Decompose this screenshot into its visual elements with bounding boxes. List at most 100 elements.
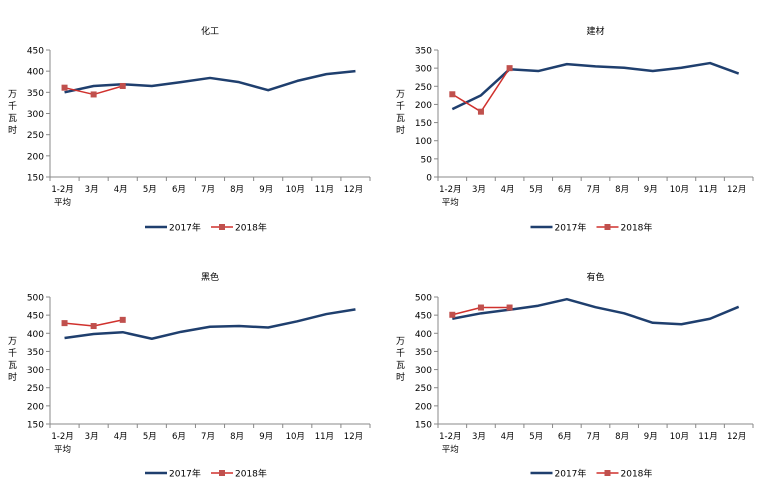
x-tick-label: 6月 bbox=[558, 432, 572, 442]
legend-marker-2018 bbox=[604, 224, 611, 230]
x-tick-label: 11月 bbox=[315, 432, 334, 442]
x-tick-label: 10月 bbox=[286, 185, 305, 195]
x-tick-label-line: 1-2月 bbox=[51, 432, 73, 442]
x-tick-label: 10月 bbox=[670, 432, 689, 442]
y-tick-label: 350 bbox=[27, 348, 44, 358]
x-tick-label: 9月 bbox=[259, 185, 273, 195]
y-tick-label: 300 bbox=[27, 366, 44, 376]
x-tick-label: 12月 bbox=[727, 185, 746, 195]
x-tick-label: 5月 bbox=[529, 432, 543, 442]
x-tick-label-line: 7月 bbox=[201, 432, 215, 442]
x-tick-label: 12月 bbox=[344, 432, 363, 442]
x-tick-label-line: 6月 bbox=[558, 185, 572, 195]
x-tick-label: 5月 bbox=[529, 185, 543, 195]
legend-label: 2018年 bbox=[235, 468, 267, 480]
x-tick-label-line: 10月 bbox=[286, 185, 305, 195]
x-tick-label: 9月 bbox=[644, 432, 658, 442]
x-tick-label: 8月 bbox=[230, 432, 244, 442]
x-tick-label-line: 8月 bbox=[230, 185, 244, 195]
y-tick-label: 450 bbox=[415, 312, 432, 322]
data-point bbox=[61, 320, 68, 327]
x-tick-label: 12月 bbox=[344, 185, 363, 195]
data-point bbox=[506, 304, 513, 311]
y-tick-label: 350 bbox=[27, 89, 44, 99]
legend: 2017年 2018年 bbox=[530, 468, 653, 480]
data-point bbox=[449, 91, 456, 98]
y-tick-label: 200 bbox=[415, 402, 432, 412]
y-tick-label: 250 bbox=[415, 83, 432, 93]
x-tick-label-line: 11月 bbox=[315, 185, 334, 195]
x-tick-label: 4月 bbox=[114, 432, 128, 442]
x-tick-label: 12月 bbox=[727, 432, 746, 442]
legend-marker-2018 bbox=[219, 224, 225, 230]
y-tick-label: 450 bbox=[27, 47, 44, 57]
x-tick-label-line: 平均 bbox=[54, 197, 71, 208]
chart-title: 化工 bbox=[201, 25, 219, 37]
x-tick-label-line: 7月 bbox=[587, 432, 601, 442]
data-point bbox=[119, 82, 126, 89]
x-tick-label-line: 9月 bbox=[259, 185, 273, 195]
y-tick-label: 200 bbox=[27, 152, 44, 162]
y-tick-label: 200 bbox=[27, 402, 44, 412]
y-tick-label: 350 bbox=[415, 348, 432, 358]
x-tick-label-line: 平均 bbox=[442, 444, 459, 455]
x-tick-label: 11月 bbox=[698, 185, 717, 195]
y-tick-label: 300 bbox=[415, 65, 432, 75]
y-tick-label: 450 bbox=[27, 312, 44, 322]
y-tick-label: 500 bbox=[415, 294, 432, 304]
legend-label: 2017年 bbox=[555, 468, 587, 480]
x-tick-label-line: 平均 bbox=[54, 444, 71, 455]
x-tick-label: 4月 bbox=[501, 185, 515, 195]
x-tick-label-line: 10月 bbox=[286, 432, 305, 442]
x-tick-label-line: 4月 bbox=[501, 185, 515, 195]
y-tick-label: 100 bbox=[415, 137, 432, 147]
x-tick-label-line: 4月 bbox=[114, 432, 128, 442]
x-tick-label: 5月 bbox=[143, 432, 157, 442]
x-tick-label-line: 9月 bbox=[259, 432, 273, 442]
y-tick-label: 350 bbox=[415, 47, 432, 57]
legend-label: 2018年 bbox=[621, 468, 653, 480]
legend-label: 2017年 bbox=[169, 222, 201, 234]
y-axis-label: 万千瓦时 bbox=[394, 89, 404, 137]
data-point bbox=[119, 316, 126, 323]
x-tick-label-line: 7月 bbox=[201, 185, 215, 195]
x-tick-label: 3月 bbox=[85, 185, 99, 195]
y-tick-label: 300 bbox=[27, 110, 44, 120]
data-point bbox=[61, 84, 68, 91]
x-tick-label-line: 6月 bbox=[558, 432, 572, 442]
x-tick-label: 8月 bbox=[615, 185, 629, 195]
y-tick-label: 150 bbox=[415, 119, 432, 129]
y-tick-label: 0 bbox=[426, 174, 432, 184]
y-tick-label: 250 bbox=[415, 384, 432, 394]
x-tick-label-line: 6月 bbox=[172, 432, 186, 442]
x-tick-label-line: 5月 bbox=[143, 185, 157, 195]
y-tick-label: 500 bbox=[27, 294, 44, 304]
y-tick-label: 200 bbox=[415, 101, 432, 111]
x-tick-label: 9月 bbox=[644, 185, 658, 195]
x-tick-label-line: 11月 bbox=[315, 432, 334, 442]
x-tick-label: 4月 bbox=[501, 432, 515, 442]
data-point bbox=[90, 323, 97, 330]
x-tick-label: 8月 bbox=[615, 432, 629, 442]
x-tick-label: 3月 bbox=[472, 432, 486, 442]
y-tick-label: 250 bbox=[27, 384, 44, 394]
x-tick-label-line: 8月 bbox=[615, 185, 629, 195]
legend-label: 2017年 bbox=[555, 222, 587, 234]
x-tick-label: 6月 bbox=[172, 432, 186, 442]
y-tick-label: 400 bbox=[27, 330, 44, 340]
y-tick-label: 50 bbox=[421, 155, 433, 165]
x-tick-label-line: 11月 bbox=[698, 432, 717, 442]
legend: 2017年 2018年 bbox=[145, 222, 267, 234]
x-tick-label: 3月 bbox=[85, 432, 99, 442]
legend-label: 2017年 bbox=[169, 468, 201, 480]
y-tick-label: 400 bbox=[415, 330, 432, 340]
x-tick-label: 10月 bbox=[670, 185, 689, 195]
x-tick-label-line: 5月 bbox=[529, 432, 543, 442]
x-tick-label: 4月 bbox=[114, 185, 128, 195]
x-tick-label-line: 3月 bbox=[472, 432, 486, 442]
